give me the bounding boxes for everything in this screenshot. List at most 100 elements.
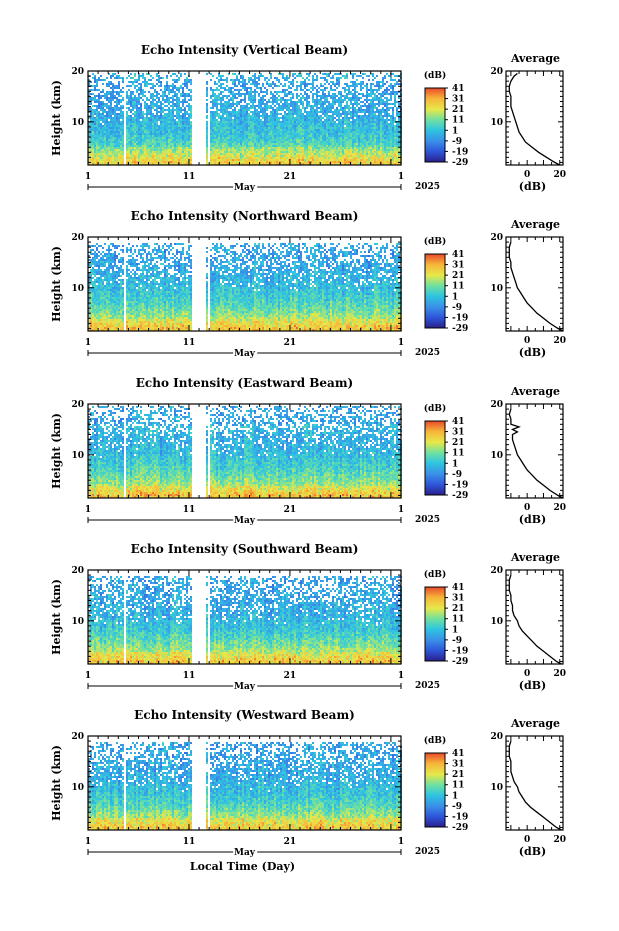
heatmap-cell	[330, 133, 332, 135]
heatmap-cell	[176, 141, 178, 143]
heatmap-cell	[292, 93, 294, 95]
heatmap-cell	[222, 143, 224, 145]
heatmap-cell	[136, 79, 138, 81]
heatmap-cell	[258, 95, 260, 97]
heatmap-cell	[230, 129, 232, 131]
heatmap-cell	[326, 119, 328, 121]
heatmap-cell	[356, 153, 358, 155]
heatmap-cell	[140, 137, 142, 139]
heatmap-cell	[300, 133, 302, 135]
heatmap-cell	[250, 121, 252, 123]
heatmap-cell	[234, 143, 236, 145]
heatmap-cell	[254, 143, 256, 145]
heatmap-cell	[262, 95, 264, 97]
heatmap-cell	[304, 129, 306, 131]
heatmap-cell	[228, 139, 230, 141]
heatmap-cell	[190, 143, 192, 145]
heatmap-cell	[180, 87, 182, 89]
heatmap-cell	[154, 109, 156, 111]
heatmap-cell	[360, 153, 362, 155]
heatmap-cell	[176, 113, 178, 115]
heatmap-cell	[220, 87, 222, 89]
heatmap-cell	[240, 81, 242, 83]
heatmap-cell	[304, 97, 306, 99]
heatmap-cell	[142, 89, 144, 91]
heatmap-cell	[234, 129, 236, 131]
heatmap-cell	[142, 91, 144, 93]
heatmap-cell	[146, 161, 148, 163]
heatmap-cell	[284, 159, 286, 161]
heatmap-cell	[148, 109, 150, 111]
heatmap-cell	[304, 107, 306, 109]
heatmap-cell	[182, 93, 184, 95]
heatmap-cell	[332, 133, 334, 135]
heatmap-cell	[214, 141, 216, 143]
heatmap-cell	[260, 129, 262, 131]
heatmap-cell	[266, 127, 268, 129]
heatmap-cell	[268, 117, 270, 119]
heatmap-cell	[304, 119, 306, 121]
heatmap-cell	[142, 133, 144, 135]
heatmap-cell	[344, 141, 346, 143]
heatmap-cell	[338, 153, 340, 155]
heatmap-cell	[242, 135, 244, 137]
heatmap-cell	[258, 121, 260, 123]
heatmap-cell	[154, 129, 156, 131]
heatmap-cell	[156, 91, 158, 93]
heatmap-cell	[222, 123, 224, 125]
heatmap-cell	[310, 145, 312, 147]
heatmap-cell	[354, 87, 356, 89]
heatmap-cell	[298, 111, 300, 113]
heatmap-cell	[214, 115, 216, 117]
heatmap-cell	[146, 99, 148, 101]
heatmap-cell	[170, 117, 172, 119]
heatmap-cell	[364, 127, 366, 129]
heatmap-cell	[178, 117, 180, 119]
heatmap-cell	[116, 93, 118, 95]
heatmap-cell	[142, 129, 144, 131]
heatmap-cell	[156, 113, 158, 115]
heatmap-cell	[144, 103, 146, 105]
heatmap-cell	[296, 75, 298, 77]
heatmap-cell	[302, 113, 304, 115]
heatmap-cell	[166, 133, 168, 135]
heatmap-cell	[286, 89, 288, 91]
heatmap-cell	[138, 123, 140, 125]
heatmap-cell	[324, 99, 326, 101]
heatmap-cell	[242, 159, 244, 161]
heatmap-cell	[126, 143, 128, 145]
heatmap-cell	[152, 127, 154, 129]
heatmap-cell	[276, 103, 278, 105]
heatmap-cell	[330, 141, 332, 143]
heatmap-cell	[190, 109, 192, 111]
heatmap-cell	[164, 137, 166, 139]
heatmap-cell	[218, 139, 220, 141]
heatmap-cell	[162, 77, 164, 79]
heatmap-cell	[362, 147, 364, 149]
heatmap-cell	[326, 145, 328, 147]
heatmap-cell	[126, 147, 128, 149]
heatmap-cell	[274, 143, 276, 145]
heatmap-cell	[234, 85, 236, 87]
heatmap-cell	[154, 105, 156, 107]
heatmap-cell	[108, 153, 110, 155]
heatmap-cell	[310, 135, 312, 137]
heatmap-cell	[190, 121, 192, 123]
heatmap-cell	[260, 155, 262, 157]
heatmap-cell	[268, 115, 270, 117]
heatmap-cell	[166, 81, 168, 83]
heatmap-cell	[238, 155, 240, 157]
heatmap-cell	[228, 107, 230, 109]
heatmap-cell	[130, 85, 132, 87]
heatmap-cell	[218, 159, 220, 161]
heatmap-cell	[184, 157, 186, 159]
heatmap-cell	[298, 139, 300, 141]
heatmap-cell	[160, 101, 162, 103]
heatmap-cell	[306, 153, 308, 155]
heatmap-cell	[168, 109, 170, 111]
heatmap-cell	[160, 133, 162, 135]
heatmap-cell	[322, 101, 324, 103]
heatmap-cell	[142, 119, 144, 121]
heatmap-cell	[302, 115, 304, 117]
heatmap-cell	[152, 143, 154, 145]
